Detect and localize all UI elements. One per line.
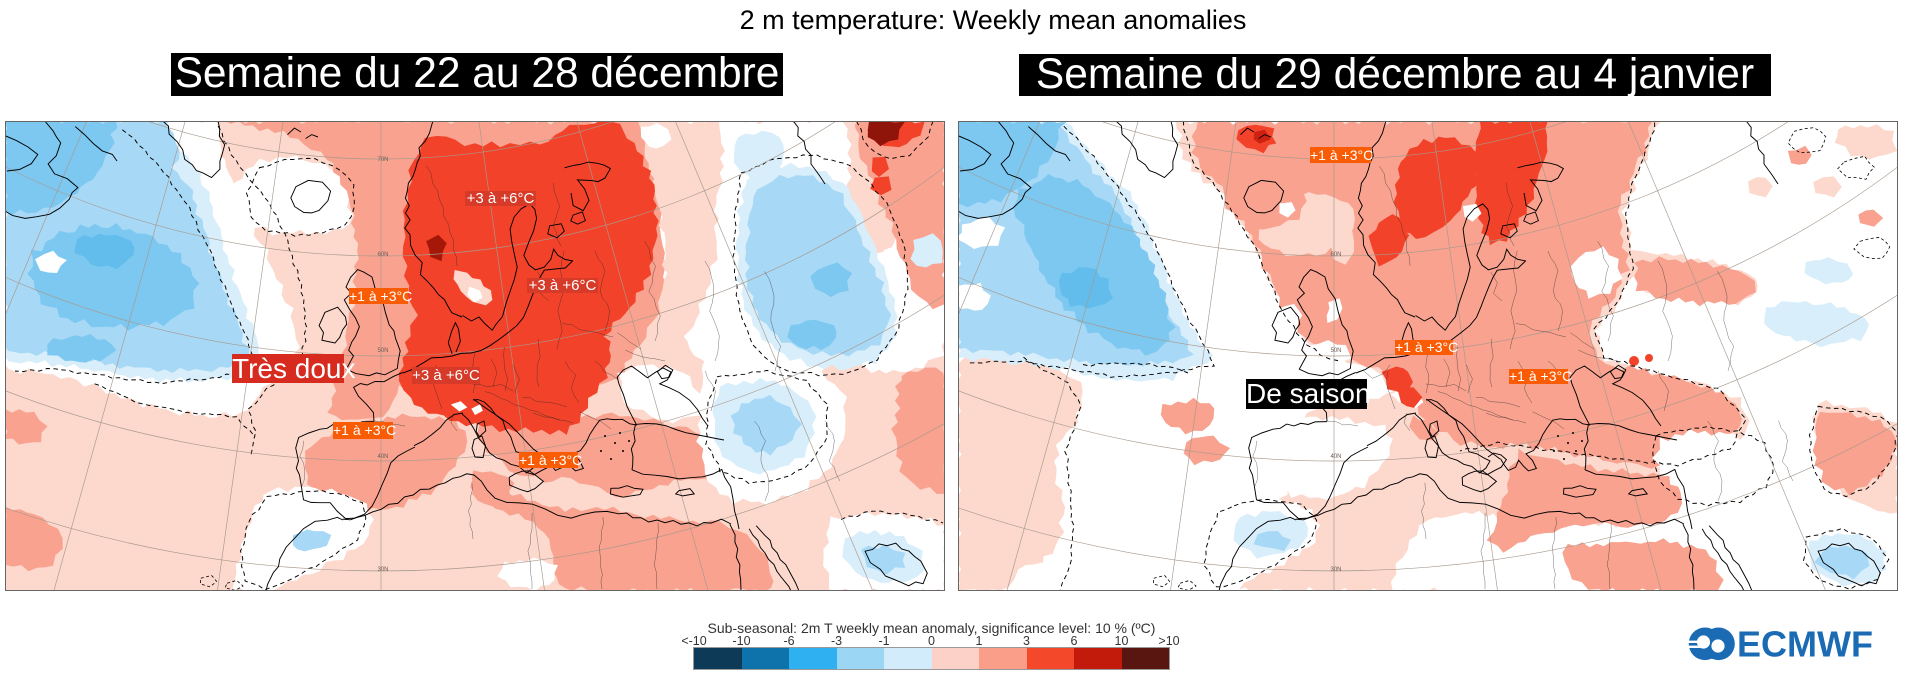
svg-text:ECMWF: ECMWF: [1737, 625, 1872, 665]
